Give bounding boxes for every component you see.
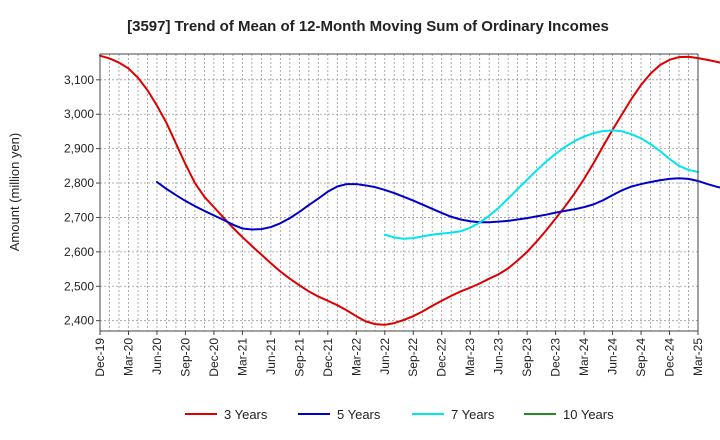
x-tick-label: Sep-23 <box>520 338 534 377</box>
x-tick-label: Dec-23 <box>549 338 563 377</box>
x-tick-label: Mar-20 <box>121 338 135 376</box>
x-tick-label: Mar-22 <box>349 338 363 376</box>
x-tick-label: Mar-21 <box>235 338 249 376</box>
y-tick-label: 2,900 <box>64 142 94 156</box>
x-tick-label: Mar-24 <box>577 338 591 376</box>
x-tick-label: Jun-23 <box>492 338 506 375</box>
y-axis-label: Amount (million yen) <box>7 133 22 252</box>
grid <box>100 54 698 331</box>
x-tick-label: Dec-20 <box>207 338 221 377</box>
legend-label-3-years: 3 Years <box>224 407 268 422</box>
x-tick-label: Jun-21 <box>264 338 278 375</box>
x-tick-label: Sep-20 <box>178 338 192 377</box>
y-tick-label: 2,500 <box>64 279 94 293</box>
y-axis: 2,400 2,500 2,600 2,700 2,800 2,900 3,000 3,100 <box>64 73 100 328</box>
x-tick-label: Jun-20 <box>150 338 164 375</box>
y-tick-label: 2,800 <box>64 176 94 190</box>
x-tick-label: Dec-24 <box>663 338 677 377</box>
series-line-5-years <box>155 177 720 231</box>
series-layer <box>99 54 720 326</box>
y-tick-label: 2,400 <box>64 314 94 328</box>
x-tick-label: Sep-21 <box>292 338 306 377</box>
y-tick-label: 2,700 <box>64 210 94 224</box>
series-line-3-years <box>99 54 720 326</box>
y-tick-label: 3,100 <box>64 73 94 87</box>
legend: 3 Years 5 Years 7 Years 10 Years <box>185 407 614 422</box>
x-tick-label: Dec-19 <box>93 338 107 377</box>
series-line-7-years <box>383 129 699 240</box>
chart-title: [3597] Trend of Mean of 12-Month Moving … <box>127 18 609 35</box>
x-tick-label: Sep-22 <box>406 338 420 377</box>
y-tick-label: 3,000 <box>64 107 94 121</box>
legend-label-5-years: 5 Years <box>337 407 381 422</box>
x-tick-label: Mar-23 <box>463 338 477 376</box>
legend-label-10-years: 10 Years <box>563 407 614 422</box>
x-axis: Dec-19 Mar-20 Jun-20 Sep-20 Dec-20 Mar-21 Jun-… <box>93 331 705 377</box>
plot-frame <box>99 53 699 332</box>
x-tick-label: Sep-24 <box>634 338 648 377</box>
y-tick-label: 2,600 <box>64 245 94 259</box>
x-tick-label: Jun-24 <box>606 338 620 375</box>
x-tick-label: Dec-21 <box>321 338 335 377</box>
x-tick-label: Jun-22 <box>378 338 392 375</box>
x-tick-label: Mar-25 <box>691 338 705 376</box>
x-tick-label: Dec-22 <box>435 338 449 377</box>
legend-label-7-years: 7 Years <box>451 407 495 422</box>
